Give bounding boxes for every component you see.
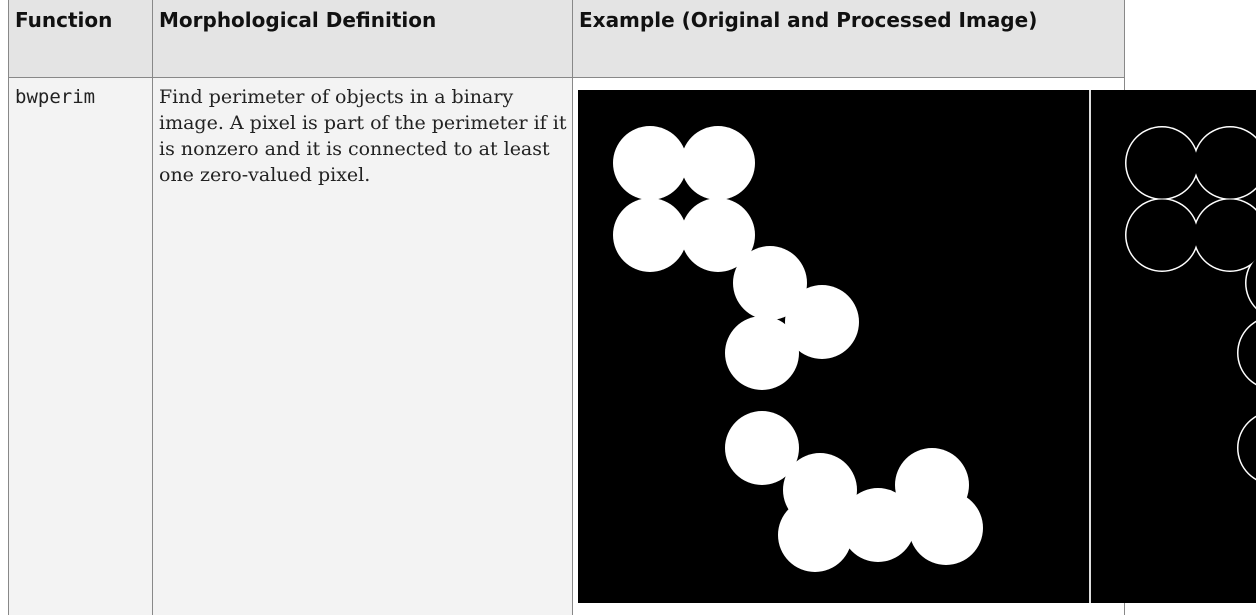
example-image: [578, 90, 1256, 603]
blob: [1238, 417, 1256, 479]
header-cell: Morphological Definition: [152, 0, 573, 78]
blob: [778, 498, 852, 572]
blob: [909, 491, 983, 565]
blob: [613, 126, 687, 200]
header-cell: Function: [8, 0, 153, 78]
blob: [725, 411, 799, 485]
processed-image-fill: [1126, 127, 1256, 479]
blob: [613, 198, 687, 272]
blob: [733, 246, 807, 320]
blob: [1246, 258, 1256, 308]
blob: [1126, 199, 1198, 271]
blob: [1194, 199, 1256, 271]
blob: [681, 198, 755, 272]
function-cell: bwperim: [8, 78, 153, 615]
header-cell: Example (Original and Processed Image): [572, 0, 1125, 78]
blob: [681, 126, 755, 200]
definition-cell: Find perimeter of objects in a binary im…: [152, 78, 573, 615]
blob: [785, 285, 859, 359]
original-image: [613, 126, 983, 572]
blob: [1238, 322, 1256, 384]
blob: [725, 316, 799, 390]
blob: [1126, 127, 1198, 199]
blob: [841, 488, 915, 562]
blob: [1194, 127, 1256, 199]
